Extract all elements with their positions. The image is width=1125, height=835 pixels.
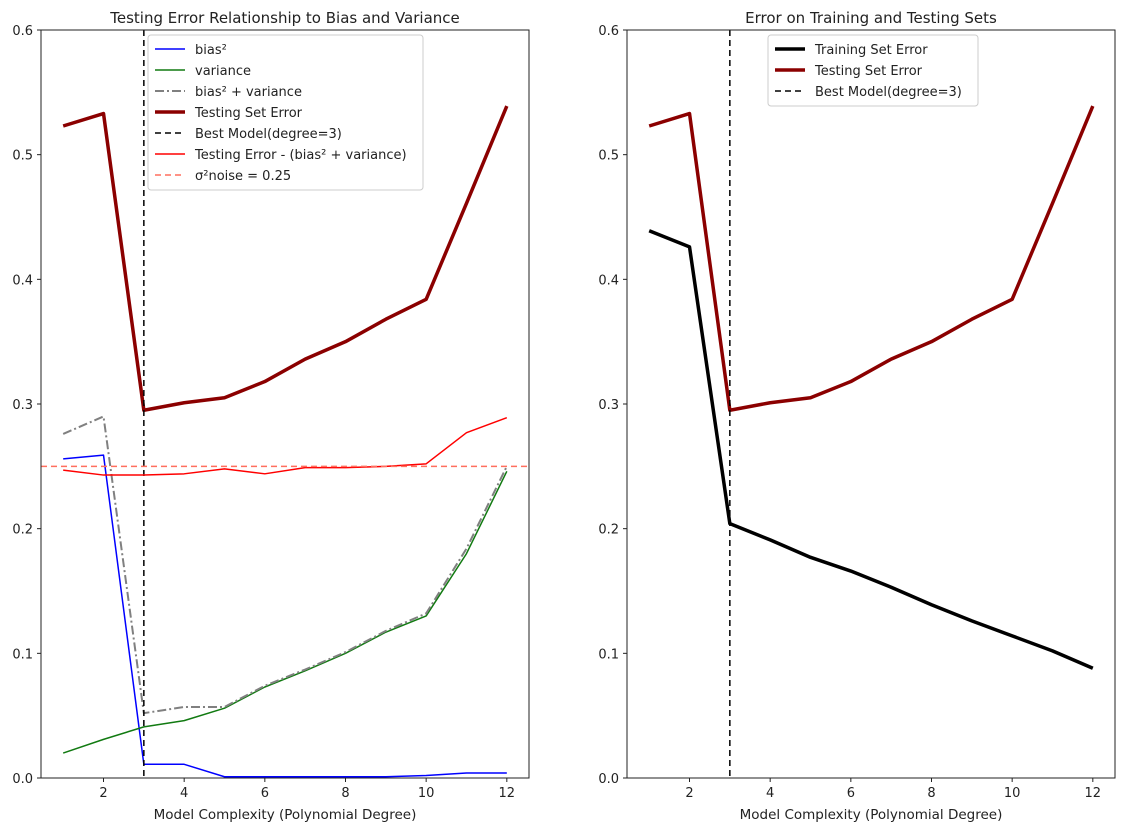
legend-label: bias² xyxy=(195,43,227,58)
legend-frame xyxy=(147,34,424,191)
y-tick-label: 0.1 xyxy=(598,647,619,662)
x-tick-label: 2 xyxy=(685,786,693,801)
plot-area xyxy=(648,30,1095,778)
y-tick-label: 0.6 xyxy=(598,24,619,39)
x-tick-label: 10 xyxy=(1004,786,1021,801)
y-tick-label: 0.3 xyxy=(598,398,619,413)
legend-label: Testing Set Error xyxy=(814,64,923,79)
chart-title: Error on Training and Testing Sets xyxy=(745,9,997,27)
y-tick-label: 0.0 xyxy=(598,772,619,787)
series-line-testing-set-error xyxy=(648,105,1095,412)
legend-label: bias² + variance xyxy=(195,85,302,100)
axes-frame xyxy=(40,29,530,779)
x-tick-label: 4 xyxy=(766,786,774,801)
legend-label: Best Model(degree=3) xyxy=(815,85,962,100)
y-tick-label: 0.4 xyxy=(598,273,619,288)
x-axis-label: Model Complexity (Polynomial Degree) xyxy=(740,807,1003,823)
legend: Training Set Error Testing Set Error Best … xyxy=(767,34,979,107)
x-tick-label: 2 xyxy=(99,786,107,801)
y-tick-label: 0.0 xyxy=(12,772,33,787)
plot-area xyxy=(41,30,529,778)
chart-2: Error on Training and Testing Sets Model … xyxy=(598,9,1116,823)
x-tick-label: 10 xyxy=(418,786,435,801)
y-tick-label: 0.2 xyxy=(12,523,33,538)
legend: bias² variance bias² + variance Testing Set… xyxy=(147,34,424,191)
series-line-variance xyxy=(62,470,508,754)
x-axis-label: Model Complexity (Polynomial Degree) xyxy=(154,807,417,823)
series-line-training-set-error xyxy=(648,229,1094,670)
series-line-bias-variance xyxy=(62,415,508,715)
y-tick-label: 0.6 xyxy=(12,24,33,39)
x-tick-label: 6 xyxy=(847,786,855,801)
series-line-bias- xyxy=(63,454,507,778)
x-tick-label: 8 xyxy=(341,786,349,801)
legend-label: Training Set Error xyxy=(814,43,928,58)
axes-frame xyxy=(626,29,1116,779)
y-tick-label: 0.2 xyxy=(598,523,619,538)
x-tick-label: 12 xyxy=(1085,786,1102,801)
chart-title: Testing Error Relationship to Bias and V… xyxy=(109,9,460,27)
chart-1: Testing Error Relationship to Bias and V… xyxy=(12,9,530,823)
x-tick-label: 8 xyxy=(927,786,935,801)
series-line-testing-set-error xyxy=(62,105,509,412)
x-tick-label: 6 xyxy=(261,786,269,801)
y-tick-label: 0.5 xyxy=(12,149,33,164)
y-tick-label: 0.1 xyxy=(12,647,33,662)
y-tick-label: 0.4 xyxy=(12,273,33,288)
legend-label: Best Model(degree=3) xyxy=(195,127,342,142)
legend-label: Testing Set Error xyxy=(194,106,303,121)
legend-label: Testing Error - (bias² + variance) xyxy=(194,148,407,163)
series-line-testing-error-bias-variance- xyxy=(63,417,508,476)
legend-label: σ²noise = 0.25 xyxy=(195,169,291,184)
y-tick-label: 0.3 xyxy=(12,398,33,413)
x-tick-label: 4 xyxy=(180,786,188,801)
legend-frame xyxy=(767,34,979,107)
y-tick-label: 0.5 xyxy=(598,149,619,164)
x-tick-label: 12 xyxy=(499,786,516,801)
legend-label: variance xyxy=(195,64,251,79)
